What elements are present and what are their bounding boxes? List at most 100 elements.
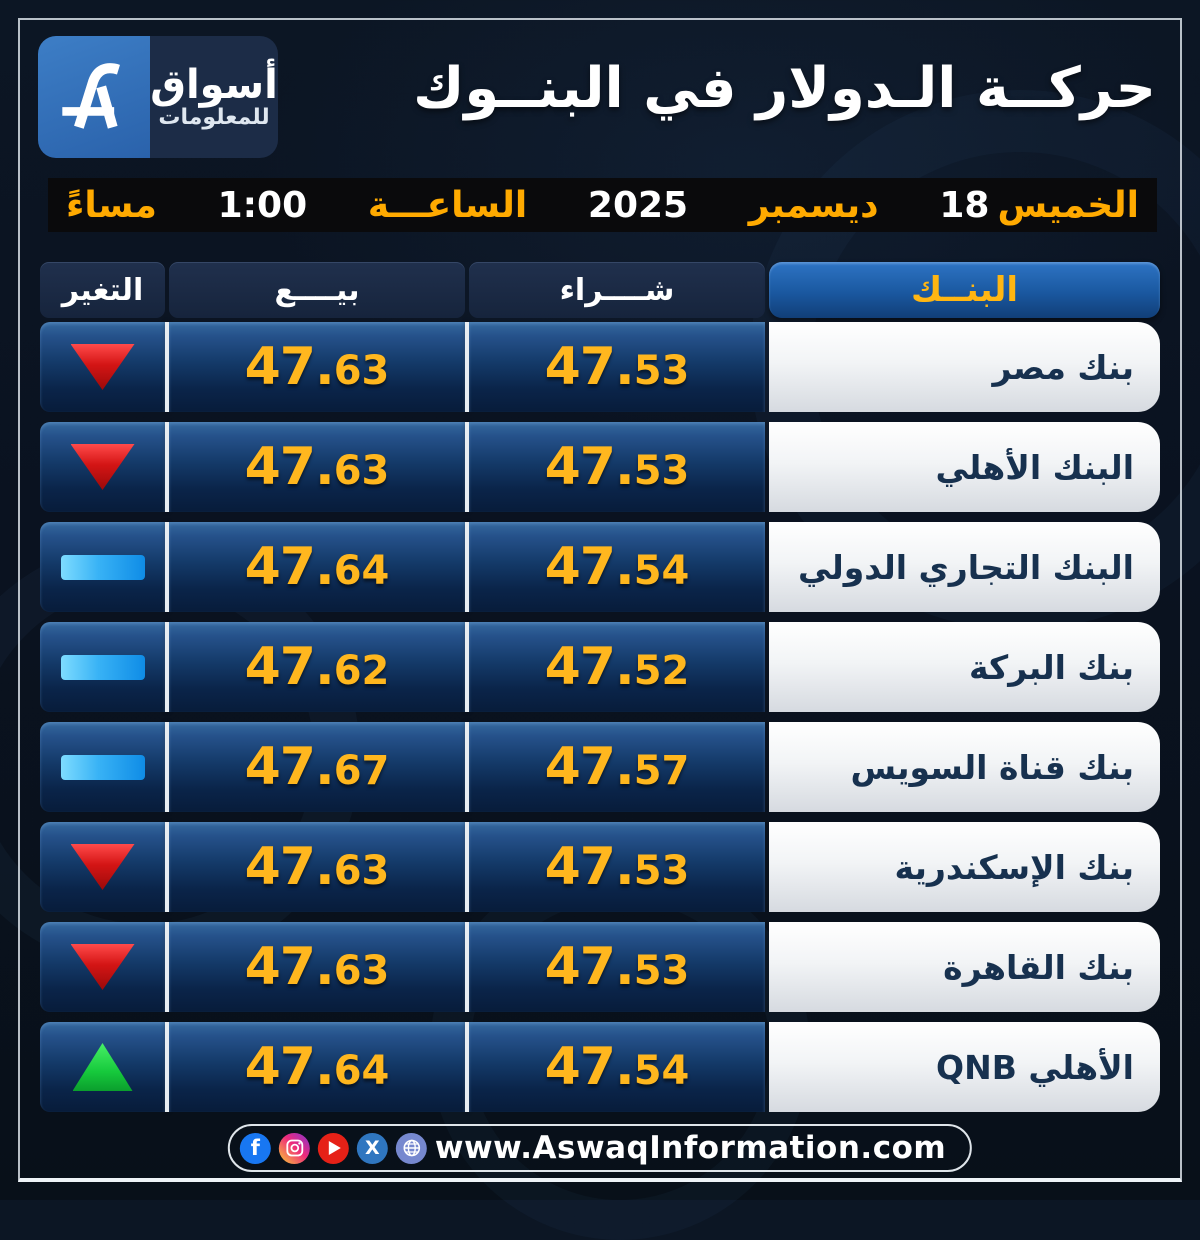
buy-rate-cell: 47. 52 (469, 622, 765, 712)
buy-rate-value: 47. 54 (544, 537, 690, 597)
table-row: 47. 63 47. 53 بنك مصر (40, 322, 1160, 412)
column-divider (165, 322, 169, 412)
column-header-sell: بيــــع (169, 262, 465, 318)
table-row: 47. 64 47. 54 البنك التجاري الدولي (40, 522, 1160, 612)
bank-name-cell: البنك الأهلي (769, 422, 1160, 512)
date-bar: الخميس 18 ديسمبر 2025 الساعـــة 1:00 مسا… (48, 178, 1157, 232)
column-divider (465, 722, 469, 812)
buy-rate-cell: 47. 57 (469, 722, 765, 812)
facebook-icon[interactable]: f (239, 1132, 271, 1164)
date-day-group: الخميس 18 (939, 185, 1139, 226)
bank-name: البنك التجاري الدولي (798, 547, 1134, 587)
column-divider (465, 622, 469, 712)
change-cell (40, 622, 165, 712)
change-cell (40, 822, 165, 912)
sell-rate-cell: 47. 63 (169, 322, 465, 412)
change-icon (70, 844, 135, 890)
time-label: الساعـــة (367, 184, 528, 226)
time-value: 1:00 (217, 184, 308, 226)
column-divider (165, 622, 169, 712)
sell-rate-cell: 47. 62 (169, 622, 465, 712)
change-cell (40, 1022, 165, 1112)
column-divider (165, 1022, 169, 1112)
column-divider (165, 722, 169, 812)
sell-rate-cell: 47. 64 (169, 1022, 465, 1112)
bank-name: بنك البركة (969, 647, 1134, 687)
column-divider (465, 822, 469, 912)
column-divider (465, 1022, 469, 1112)
sell-rate-cell: 47. 64 (169, 522, 465, 612)
bank-name: بنك قناة السويس (850, 747, 1134, 787)
table-row: 47. 63 47. 53 بنك الإسكندرية (40, 822, 1160, 912)
bank-name: QNB الأهلي (936, 1047, 1134, 1087)
logo-name-top: أسواق (150, 62, 278, 108)
table-row: 47. 64 47. 54 QNB الأهلي (40, 1022, 1160, 1112)
buy-rate-cell: 47. 54 (469, 1022, 765, 1112)
change-cell (40, 522, 165, 612)
youtube-icon[interactable] (317, 1132, 349, 1164)
buy-rate-cell: 47. 53 (469, 322, 765, 412)
buy-rate-cell: 47. 53 (469, 922, 765, 1012)
change-cell (40, 722, 165, 812)
column-header-bank: البنــك (769, 262, 1160, 318)
logo-wordmark: أسواق للمعلومات (150, 36, 278, 158)
bank-name-cell: بنك القاهرة (769, 922, 1160, 1012)
bank-name-cell: البنك التجاري الدولي (769, 522, 1160, 612)
buy-rate-value: 47. 53 (544, 437, 690, 497)
page-title: حركــة الـدولار في البنــوك (413, 56, 1157, 121)
change-icon (70, 944, 135, 990)
logo-monogram-icon (38, 36, 150, 158)
bank-name-cell: بنك الإسكندرية (769, 822, 1160, 912)
globe-icon[interactable] (395, 1132, 427, 1164)
column-divider (165, 522, 169, 612)
sell-rate-cell: 47. 63 (169, 822, 465, 912)
bank-name: بنك الإسكندرية (894, 847, 1134, 887)
sell-rate-value: 47. 64 (244, 1037, 390, 1097)
buy-rate-value: 47. 57 (544, 737, 690, 797)
table-row: 47. 63 47. 53 بنك القاهرة (40, 922, 1160, 1012)
bank-name: بنك مصر (992, 347, 1134, 387)
instagram-icon[interactable] (278, 1132, 310, 1164)
change-cell (40, 422, 165, 512)
sell-rate-cell: 47. 67 (169, 722, 465, 812)
bank-name-cell: بنك البركة (769, 622, 1160, 712)
sell-rate-value: 47. 67 (244, 737, 390, 797)
brand-logo: أسواق للمعلومات (38, 36, 278, 158)
buy-rate-value: 47. 53 (544, 937, 690, 997)
sell-rate-value: 47. 63 (244, 437, 390, 497)
buy-rate-cell: 47. 53 (469, 422, 765, 512)
column-divider (465, 522, 469, 612)
column-divider (165, 922, 169, 1012)
change-icon (60, 654, 145, 680)
column-divider (465, 422, 469, 512)
sell-rate-value: 47. 62 (244, 637, 390, 697)
sell-rate-cell: 47. 63 (169, 422, 465, 512)
buy-rate-value: 47. 52 (544, 637, 690, 697)
column-divider (165, 422, 169, 512)
sell-rate-value: 47. 63 (244, 337, 390, 397)
table-row: 47. 62 47. 52 بنك البركة (40, 622, 1160, 712)
change-icon (60, 754, 145, 780)
footer-links-pill: f X www.AswaqInformation.com (227, 1124, 973, 1172)
buy-rate-value: 47. 54 (544, 1037, 690, 1097)
table-row: 47. 67 47. 57 بنك قناة السويس (40, 722, 1160, 812)
table-row: 47. 63 47. 53 البنك الأهلي (40, 422, 1160, 512)
bank-name-cell: QNB الأهلي (769, 1022, 1160, 1112)
date-day: الخميس (997, 184, 1139, 226)
change-icon (60, 554, 145, 580)
bank-name-cell: بنك مصر (769, 322, 1160, 412)
buy-rate-cell: 47. 54 (469, 522, 765, 612)
bank-name-cell: بنك قناة السويس (769, 722, 1160, 812)
change-cell (40, 322, 165, 412)
website-url[interactable]: www.AswaqInformation.com (434, 1130, 947, 1166)
buy-rate-value: 47. 53 (544, 337, 690, 397)
sell-rate-cell: 47. 63 (169, 922, 465, 1012)
column-divider (465, 322, 469, 412)
change-icon (70, 444, 135, 490)
date-year: 2025 (587, 184, 689, 226)
change-cell (40, 922, 165, 1012)
date-day-number: 18 (939, 184, 990, 226)
bank-name: بنك القاهرة (943, 947, 1134, 987)
sell-rate-value: 47. 63 (244, 837, 390, 897)
x-twitter-icon[interactable]: X (356, 1132, 388, 1164)
